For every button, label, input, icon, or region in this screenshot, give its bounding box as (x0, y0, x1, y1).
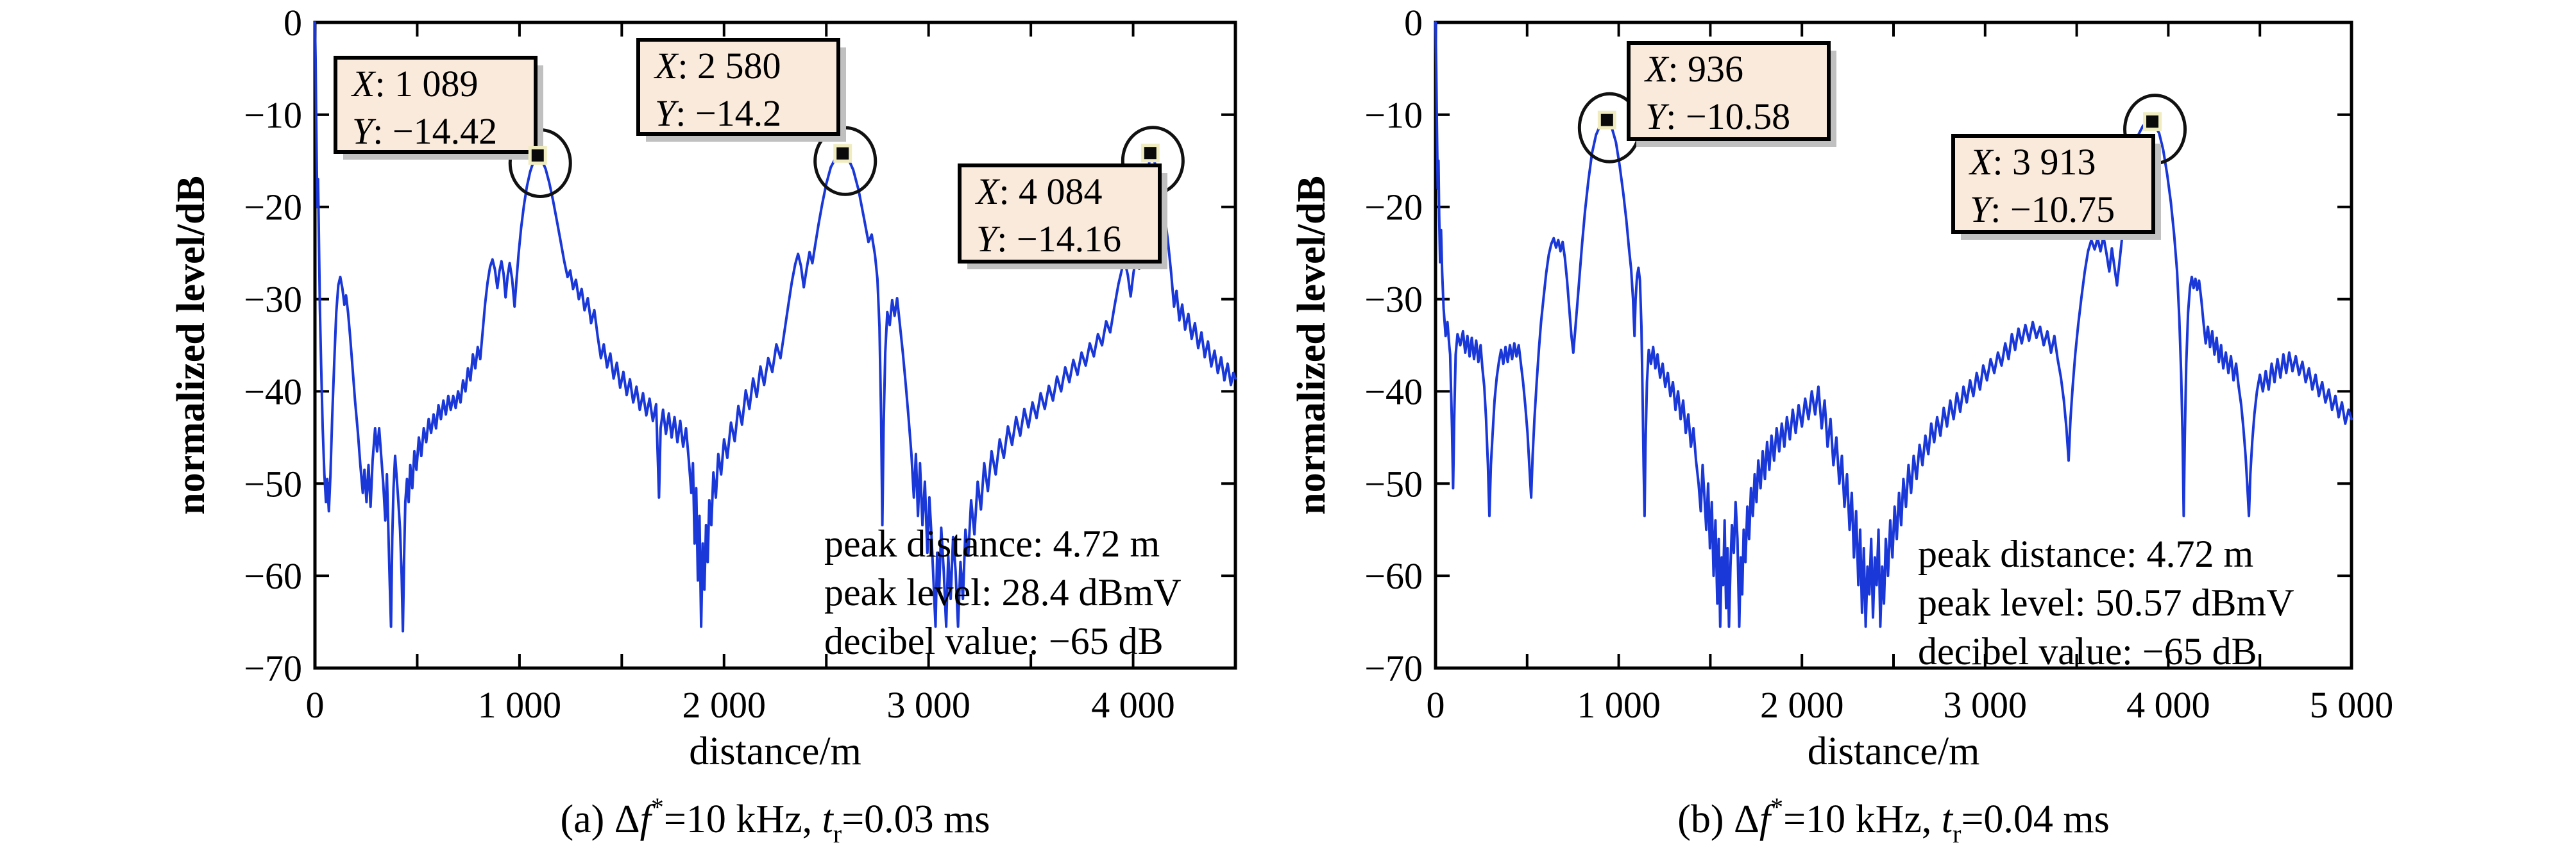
datatip-y-text: Y: −10.75 (1970, 188, 2115, 230)
datatip: X: 2 580 Y: −14.2 (636, 38, 877, 196)
plot-frame (1434, 21, 2353, 670)
panel-b-chart: 0 1 000 2 000 3 000 4 000 5 000 0 −10 −20 −30 −40 −… (1290, 2, 2394, 848)
datatip: X: 4 084 Y: −14.16 (958, 126, 1185, 269)
x-tick-label: 3 000 (1944, 684, 2028, 726)
signal-trace (314, 21, 1237, 633)
datatip-x-text: X: 4 084 (975, 171, 1103, 212)
datatip: X: 3 913 Y: −10.75 (1951, 94, 2187, 240)
caption: (b) Δf*=10 kHz, tr=0.04 ms (1677, 792, 2110, 848)
x-tick-label: 5 000 (2310, 684, 2394, 726)
y-tick-label: −30 (244, 279, 302, 321)
y-tick-label: −10 (244, 94, 302, 136)
x-axis-label: distance/m (1808, 730, 1980, 773)
x-tick-label: 4 000 (2126, 684, 2210, 726)
datatip-box (958, 163, 1162, 264)
y-tick-label: 0 (1404, 2, 1423, 44)
datatip-box (1627, 41, 1831, 141)
datatip-x-text: X: 3 913 (1969, 141, 2096, 183)
datatip-box (636, 38, 840, 136)
x-tick-label: 3 000 (886, 684, 970, 726)
x-tick-label: 4 000 (1091, 684, 1175, 726)
x-tick-label: 0 (1427, 684, 1445, 726)
y-tick-labels: 0 −10 −20 −30 −40 −50 −60 −70 (244, 2, 302, 689)
peak-marker (1140, 144, 1160, 163)
y-axis-label: normalized level/dB (169, 176, 213, 515)
datatip-y-text: Y: −14.2 (655, 92, 781, 134)
datatip-y-text: Y: −14.42 (352, 110, 497, 152)
plot-frame (313, 21, 1237, 670)
peak-marker (2143, 112, 2162, 131)
y-tick-label: −20 (1364, 187, 1423, 228)
x-axis-label: distance/m (689, 730, 861, 773)
peak-marker (1597, 110, 1616, 130)
datatip-x-text: X: 936 (1644, 48, 1743, 90)
datatip-y-text: Y: −14.16 (976, 218, 1121, 260)
x-tick-label: 2 000 (1760, 684, 1844, 726)
y-tick-label: −70 (1364, 648, 1423, 689)
annotation-text: peak distance: 4.72 m peak level: 28.4 dB… (824, 523, 1182, 662)
x-tick-label: 0 (306, 684, 325, 726)
datatip-y-text: Y: −10.58 (1645, 96, 1790, 137)
y-tick-label: −50 (244, 463, 302, 505)
x-tick-label: 1 000 (478, 684, 562, 726)
datatip-x-text: X: 1 089 (351, 63, 479, 105)
x-tick-labels: 0 1 000 2 000 3 000 4 000 5 000 (1427, 684, 2394, 726)
annotation-line: peak distance: 4.72 m (1918, 533, 2253, 575)
panel-a: 0 1 000 2 000 3 000 4 000 0 −10 −20 −30 −40 −50 −60… (169, 2, 1237, 848)
datatip-box (1951, 134, 2155, 234)
signal-trace (1434, 21, 2353, 628)
y-tick-label: −10 (1364, 94, 1423, 136)
peak-marker (833, 144, 852, 163)
x-tick-label: 1 000 (1577, 684, 1661, 726)
y-tick-label: −20 (244, 187, 302, 228)
y-tick-label: −70 (244, 648, 302, 689)
y-tick-label: 0 (284, 2, 302, 44)
annotation-text: peak distance: 4.72 m peak level: 50.57 d… (1918, 533, 2294, 673)
panel-a-chart: 0 1 000 2 000 3 000 4 000 0 −10 −20 −30 −40 −50 −60… (169, 2, 1237, 848)
caption: (a) Δf*=10 kHz, tr=0.03 ms (560, 792, 990, 848)
x-tick-labels: 0 1 000 2 000 3 000 4 000 (306, 684, 1175, 726)
datatip-box (334, 56, 538, 154)
annotation-line: decibel value: −65 dB (824, 620, 1164, 662)
y-tick-label: −60 (244, 555, 302, 597)
annotation-line: peak level: 50.57 dBmV (1918, 582, 2294, 624)
x-tick-label: 2 000 (682, 684, 767, 726)
datatip-x-text: X: 2 580 (654, 45, 781, 87)
axis-ticks (314, 21, 1237, 669)
y-tick-label: −50 (1364, 463, 1423, 505)
panel-b: 0 1 000 2 000 3 000 4 000 5 000 0 −10 −20 −30 −40 −… (1288, 0, 2576, 854)
y-tick-label: −30 (1364, 279, 1423, 321)
peak-marker (528, 146, 547, 165)
datatip: X: 1 089 Y: −14.42 (334, 56, 572, 198)
y-tick-labels: 0 −10 −20 −30 −40 −50 −60 −70 (1364, 2, 1423, 689)
annotation-line: peak level: 28.4 dBmV (824, 571, 1182, 614)
y-tick-label: −40 (244, 371, 302, 412)
y-axis-label: normalized level/dB (1290, 176, 1334, 515)
datatip: X: 936 Y: −10.58 (1577, 41, 1836, 163)
y-tick-label: −60 (1364, 555, 1423, 597)
y-tick-label: −40 (1364, 371, 1423, 412)
annotation-line: peak distance: 4.72 m (824, 523, 1160, 565)
annotation-line: decibel value: −65 dB (1918, 630, 2257, 673)
